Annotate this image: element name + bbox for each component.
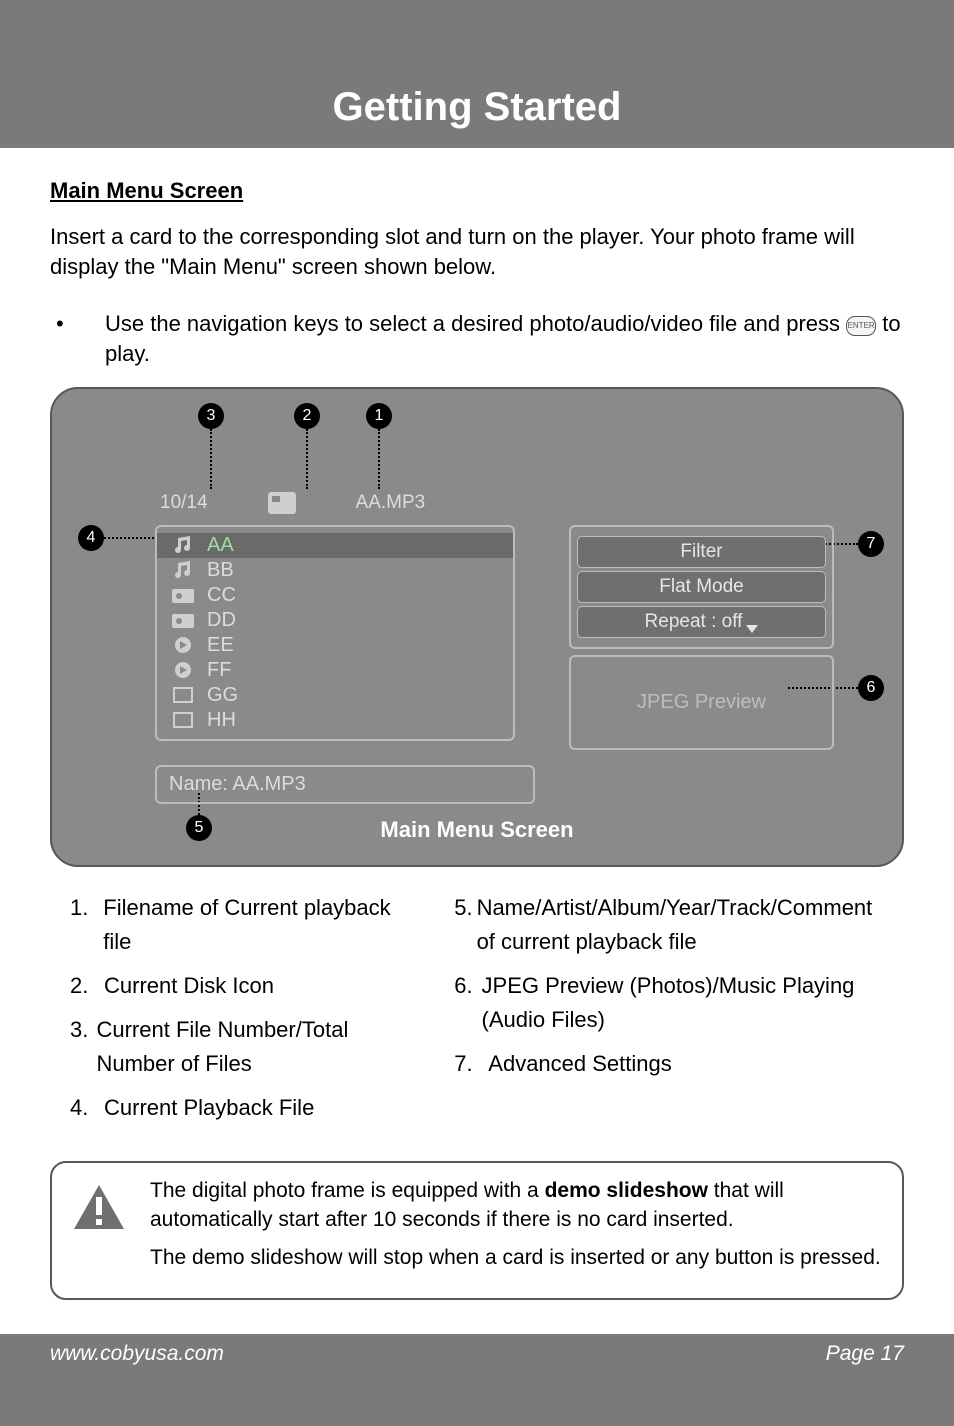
list-item[interactable]: HH [157, 708, 513, 733]
disk-icon [268, 492, 296, 514]
callout-3: 3 [198, 403, 224, 429]
callout-7: 7 [858, 531, 884, 557]
legend-num: 4. [70, 1091, 104, 1125]
photo-icon [171, 586, 195, 604]
footer-page: Page 17 [826, 1342, 904, 1366]
legend-text: Current Playback File [104, 1091, 314, 1125]
legend-text: JPEG Preview (Photos)/Music Playing (Aud… [482, 969, 884, 1037]
legend-item: 7.Advanced Settings [454, 1047, 884, 1081]
section-heading: Main Menu Screen [50, 178, 904, 204]
file-label: AA [207, 534, 234, 557]
file-label: EE [207, 634, 234, 657]
callout-2: 2 [294, 403, 320, 429]
list-item[interactable]: EE [157, 633, 513, 658]
legend-num: 7. [454, 1047, 488, 1081]
note-text: The digital photo frame is equipped with… [150, 1177, 884, 1282]
legend-num: 5. [454, 891, 476, 959]
name-panel: Name: AA.MP3 [155, 765, 535, 804]
device-inner: 3 2 1 4 7 6 5 10/14 AA.MP3 [60, 397, 894, 857]
legend-item: 2.Current Disk Icon [70, 969, 418, 1003]
callout-4: 4 [78, 525, 104, 551]
page-title: Getting Started [0, 75, 954, 148]
file-label: GG [207, 684, 238, 707]
photo-icon [171, 611, 195, 629]
callout-line [378, 429, 380, 489]
note-p1b: demo slideshow [545, 1179, 708, 1202]
list-item[interactable]: FF [157, 658, 513, 683]
file-label: DD [207, 609, 236, 632]
legend-item: 1.Filename of Current playback file [70, 891, 418, 959]
settings-panel: Filter Flat Mode Repeat : off [569, 525, 834, 649]
list-item[interactable]: CC [157, 583, 513, 608]
legend-num: 1. [70, 891, 103, 959]
screen-caption: Main Menu Screen [60, 817, 894, 843]
callout-line [306, 429, 308, 489]
video-icon [171, 636, 195, 654]
note-p2: The demo slideshow will stop when a card… [150, 1244, 884, 1272]
callout-1: 1 [366, 403, 392, 429]
legend-num: 6. [454, 969, 481, 1037]
note-box: The digital photo frame is equipped with… [50, 1161, 904, 1300]
content: Main Menu Screen Insert a card to the co… [0, 148, 954, 1300]
blank-icon [171, 711, 195, 729]
legend-text: Current File Number/Total Number of File… [96, 1013, 418, 1081]
legend-item: 5.Name/Artist/Album/Year/Track/Comment o… [454, 891, 884, 959]
file-label: BB [207, 559, 234, 582]
legend-item: 4.Current Playback File [70, 1091, 418, 1125]
setting-filter[interactable]: Filter [577, 536, 826, 568]
setting-flat-mode[interactable]: Flat Mode [577, 571, 826, 603]
video-icon [171, 661, 195, 679]
legend-item: 6.JPEG Preview (Photos)/Music Playing (A… [454, 969, 884, 1037]
legend-right: 5.Name/Artist/Album/Year/Track/Comment o… [454, 891, 884, 1136]
bullet-text: Use the navigation keys to select a desi… [105, 309, 904, 368]
legend: 1.Filename of Current playback file2.Cur… [50, 891, 904, 1136]
legend-text: Advanced Settings [488, 1047, 671, 1081]
file-label: HH [207, 709, 236, 732]
legend-num: 2. [70, 969, 104, 1003]
list-item[interactable]: GG [157, 683, 513, 708]
list-item[interactable]: AA [157, 533, 513, 558]
file-list-panel: AABBCCDDEEFFGGHH [155, 525, 515, 741]
callout-line [210, 429, 212, 489]
file-label: FF [207, 659, 231, 682]
music-icon [171, 561, 195, 579]
current-filename: AA.MP3 [356, 492, 426, 514]
preview-panel: JPEG Preview [569, 655, 834, 750]
page: Getting Started Main Menu Screen Insert … [0, 0, 954, 1426]
bullet-item: • Use the navigation keys to select a de… [50, 309, 904, 368]
legend-text: Filename of Current playback file [103, 891, 418, 959]
footer-url: www.cobyusa.com [50, 1342, 224, 1366]
legend-text: Name/Artist/Album/Year/Track/Comment of … [477, 891, 884, 959]
list-item[interactable]: DD [157, 608, 513, 633]
header-spacer [0, 0, 954, 75]
legend-item: 3.Current File Number/Total Number of Fi… [70, 1013, 418, 1081]
legend-left: 1.Filename of Current playback file2.Cur… [70, 891, 418, 1136]
bullet-marker: • [50, 309, 105, 368]
device-screen: 3 2 1 4 7 6 5 10/14 AA.MP3 [50, 387, 904, 867]
setting-repeat[interactable]: Repeat : off [577, 606, 826, 638]
bullet-text-1: Use the navigation keys to select a desi… [105, 311, 846, 336]
music-icon [171, 536, 195, 554]
legend-text: Current Disk Icon [104, 969, 274, 1003]
note-p1a: The digital photo frame is equipped with… [150, 1179, 545, 1202]
file-label: CC [207, 584, 236, 607]
warning-icon [70, 1177, 128, 1282]
legend-num: 3. [70, 1013, 96, 1081]
top-info: 10/14 AA.MP3 [160, 492, 425, 514]
setting-repeat-label: Repeat : off [645, 611, 743, 632]
footer: www.cobyusa.com Page 17 [0, 1334, 954, 1426]
callout-6: 6 [858, 675, 884, 701]
blank-icon [171, 686, 195, 704]
enter-icon: ENTER [846, 316, 876, 336]
list-item[interactable]: BB [157, 558, 513, 583]
chevron-down-icon [746, 625, 758, 633]
file-counter: 10/14 [160, 492, 208, 514]
intro-paragraph: Insert a card to the corresponding slot … [50, 222, 904, 281]
